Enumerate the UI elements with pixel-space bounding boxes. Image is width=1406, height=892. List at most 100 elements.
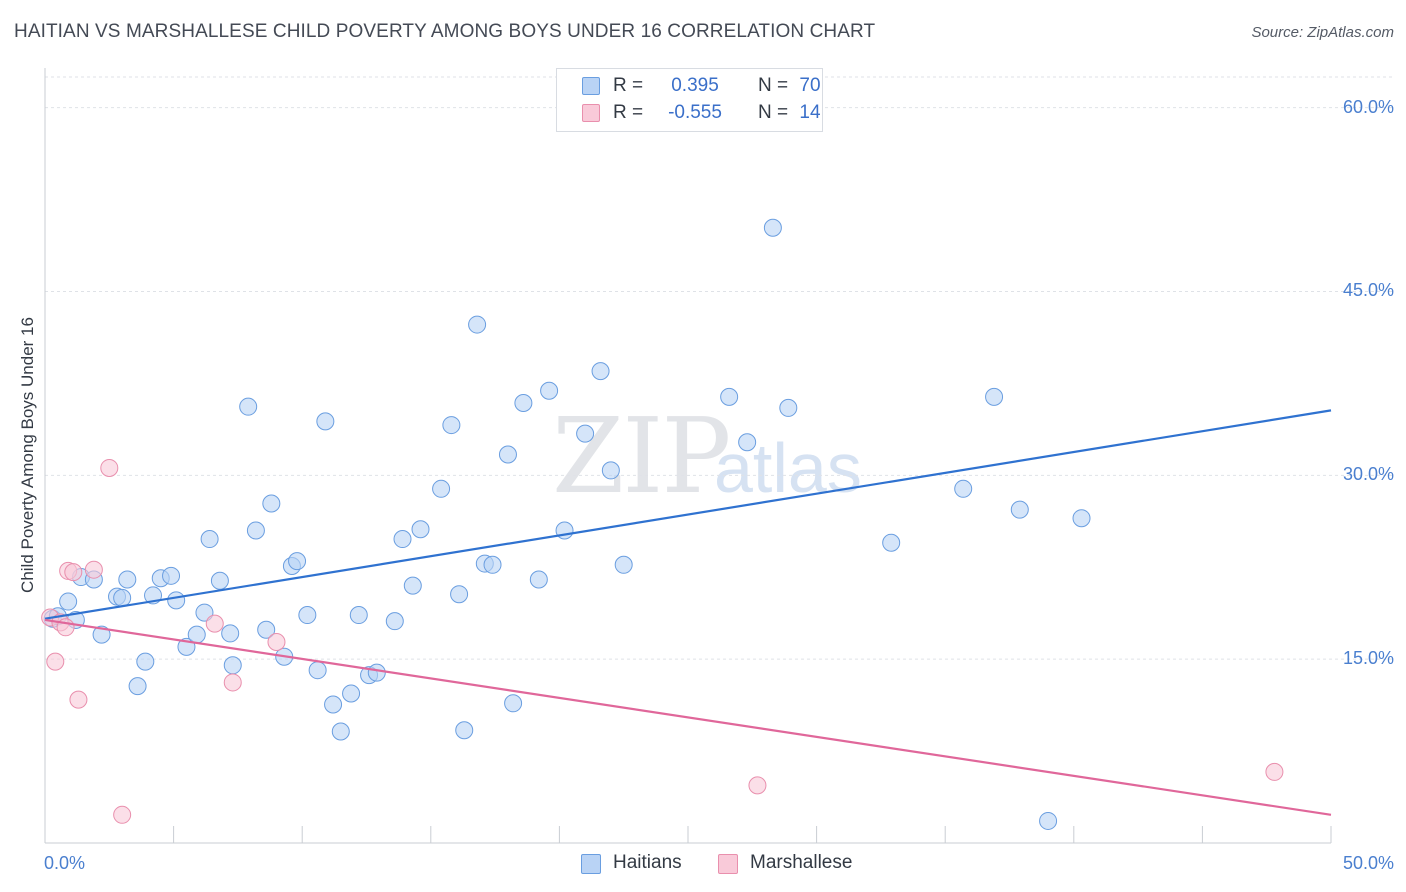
data-point — [1265, 762, 1284, 781]
trend-line-marshallese — [44, 618, 1332, 816]
y-axis-label: Child Poverty Among Boys Under 16 — [18, 317, 37, 593]
legend-label-marshallese: Marshallese — [750, 852, 853, 873]
legend-swatch-haitians — [581, 854, 601, 874]
data-point — [738, 433, 757, 452]
data-point — [246, 521, 265, 540]
data-point — [720, 387, 739, 406]
r-label: R = — [613, 102, 644, 123]
legend-label-haitians: Haitians — [613, 852, 682, 873]
data-point — [113, 588, 132, 607]
data-point — [614, 555, 633, 574]
data-point — [498, 445, 517, 464]
data-point — [779, 398, 798, 417]
data-point — [514, 394, 533, 413]
data-point — [748, 776, 767, 795]
trend-line-haitians — [44, 409, 1332, 620]
data-point — [136, 652, 155, 671]
data-point — [450, 585, 469, 604]
data-point — [601, 461, 620, 480]
y-tick-label: 45.0% — [1342, 280, 1394, 301]
data-point — [200, 530, 219, 549]
data-point — [257, 620, 276, 639]
legend-swatch-marshallese — [718, 854, 738, 874]
data-point — [221, 624, 240, 643]
data-point — [349, 606, 368, 625]
gridlines — [45, 76, 1394, 660]
data-point — [342, 684, 361, 703]
chart-title: HAITIAN VS MARSHALLESE CHILD POVERTY AMO… — [14, 21, 876, 42]
data-point — [223, 656, 242, 675]
data-point — [529, 570, 548, 589]
data-point — [167, 591, 186, 610]
data-point — [954, 479, 973, 498]
n-value: 14 — [799, 102, 821, 123]
watermark-zip: ZIP — [552, 395, 731, 517]
series-layer — [41, 218, 1284, 830]
source-credit: Source: ZipAtlas.com — [1251, 24, 1394, 41]
data-point — [84, 560, 103, 579]
data-point — [195, 603, 214, 622]
data-point — [393, 530, 412, 549]
data-point — [882, 533, 901, 552]
series-marshallese — [41, 458, 1284, 824]
data-point — [267, 633, 286, 652]
n-label: N = — [758, 75, 789, 96]
data-point — [483, 555, 502, 574]
data-point — [223, 673, 242, 692]
y-tick-label: 60.0% — [1342, 96, 1394, 117]
n-label: N = — [758, 102, 789, 123]
data-point — [1010, 500, 1029, 519]
data-point — [367, 663, 386, 682]
marshallese-swatch — [582, 104, 600, 122]
r-value: -0.555 — [668, 102, 722, 123]
data-point — [128, 677, 147, 696]
data-point — [576, 424, 595, 443]
data-point — [262, 494, 281, 513]
data-point — [205, 614, 224, 633]
data-point — [64, 563, 83, 582]
data-point — [59, 592, 78, 611]
data-point — [298, 606, 317, 625]
data-point — [468, 315, 487, 334]
data-point — [118, 570, 137, 589]
r-value: 0.395 — [671, 75, 719, 96]
data-point — [69, 690, 88, 709]
haitians-swatch — [582, 77, 600, 95]
data-point — [187, 625, 206, 644]
data-point — [432, 479, 451, 498]
stats-box: R = 0.395 N = 70 R = -0.555 N = 14 — [556, 68, 823, 132]
y-tick-label: 30.0% — [1342, 464, 1394, 485]
data-point — [1039, 811, 1058, 830]
data-point — [210, 571, 229, 590]
data-point — [239, 397, 258, 416]
trend-layer — [44, 409, 1332, 816]
data-point — [331, 722, 350, 741]
data-point — [46, 652, 65, 671]
data-point — [411, 520, 430, 539]
data-point — [316, 412, 335, 431]
data-point — [591, 362, 610, 381]
data-point — [763, 218, 782, 237]
axes — [44, 68, 1332, 844]
data-point — [540, 381, 559, 400]
data-point — [1072, 509, 1091, 528]
data-point — [92, 625, 111, 644]
data-point — [504, 694, 523, 713]
data-point — [308, 661, 327, 680]
n-value: 70 — [799, 75, 821, 96]
x-tick-label-max: 50.0% — [1342, 853, 1394, 873]
data-point — [324, 695, 343, 714]
data-point — [113, 805, 132, 824]
x-tick-label-min: 0.0% — [44, 853, 86, 873]
data-point — [100, 458, 119, 477]
data-point — [162, 566, 181, 585]
data-point — [403, 576, 422, 595]
data-point — [385, 612, 404, 631]
data-point — [985, 387, 1004, 406]
data-point — [442, 416, 461, 435]
data-point — [288, 552, 307, 571]
r-label: R = — [613, 75, 644, 96]
data-point — [455, 721, 474, 740]
y-tick-label: 15.0% — [1342, 648, 1394, 669]
